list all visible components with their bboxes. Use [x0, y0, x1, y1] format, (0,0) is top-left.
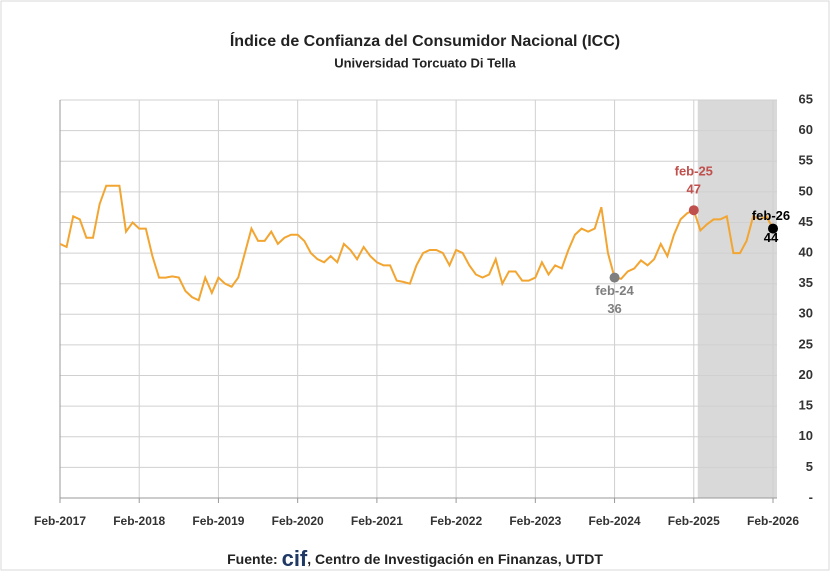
y-tick-label: 15 — [799, 398, 813, 413]
y-tick-label: 25 — [799, 336, 813, 351]
y-tick-label: 20 — [799, 367, 813, 382]
y-tick-label: 40 — [799, 245, 813, 260]
x-tick-label: Feb-2021 — [351, 514, 403, 528]
y-tick-label: - — [809, 489, 813, 504]
y-tick-label: 65 — [799, 91, 813, 106]
y-tick-label: 35 — [799, 275, 813, 290]
y-tick-label: 45 — [799, 214, 813, 229]
data-line — [59, 184, 774, 302]
x-tick-label: Feb-2020 — [272, 514, 324, 528]
y-tick-label: 30 — [799, 306, 813, 321]
x-tick-label: Feb-2022 — [430, 514, 482, 528]
x-tick-label: Feb-2024 — [589, 514, 641, 528]
x-tick-label: Feb-2019 — [192, 514, 244, 528]
source: Fuente: cif, Centro de Investigación en … — [227, 546, 603, 571]
source-logo: cif — [282, 546, 308, 571]
annotation-point — [609, 272, 620, 283]
annotation-value: 44 — [764, 230, 779, 245]
source-prefix: Fuente: — [227, 551, 278, 567]
source-text: , Centro de Investigación en Finanzas, U… — [307, 551, 603, 567]
annotation-label: feb-26 — [752, 208, 790, 223]
x-tick-label: Feb-2018 — [113, 514, 165, 528]
annotation-value: 36 — [607, 301, 621, 316]
chart-subtitle: Universidad Torcuato Di Tella — [334, 55, 516, 70]
y-tick-label: 50 — [799, 183, 813, 198]
annotation-point — [768, 223, 778, 234]
x-tick-label: Feb-2026 — [747, 514, 799, 528]
y-tick-label: 55 — [799, 153, 813, 168]
chart-title: Índice de Confianza del Consumidor Nacio… — [230, 31, 620, 50]
x-tick-label: Feb-2023 — [509, 514, 561, 528]
annotation-label: feb-25 — [675, 164, 713, 179]
y-tick-label: 10 — [799, 428, 813, 443]
annotation-value: 47 — [687, 182, 701, 197]
shaded-region — [697, 100, 777, 498]
annotation-point — [688, 205, 699, 216]
annotation-label: feb-24 — [595, 283, 634, 298]
x-tick-label: Feb-2025 — [668, 514, 720, 528]
y-tick-label: 60 — [799, 122, 813, 137]
x-tick-label: Feb-2017 — [34, 514, 86, 528]
y-tick-label: 5 — [806, 459, 813, 474]
